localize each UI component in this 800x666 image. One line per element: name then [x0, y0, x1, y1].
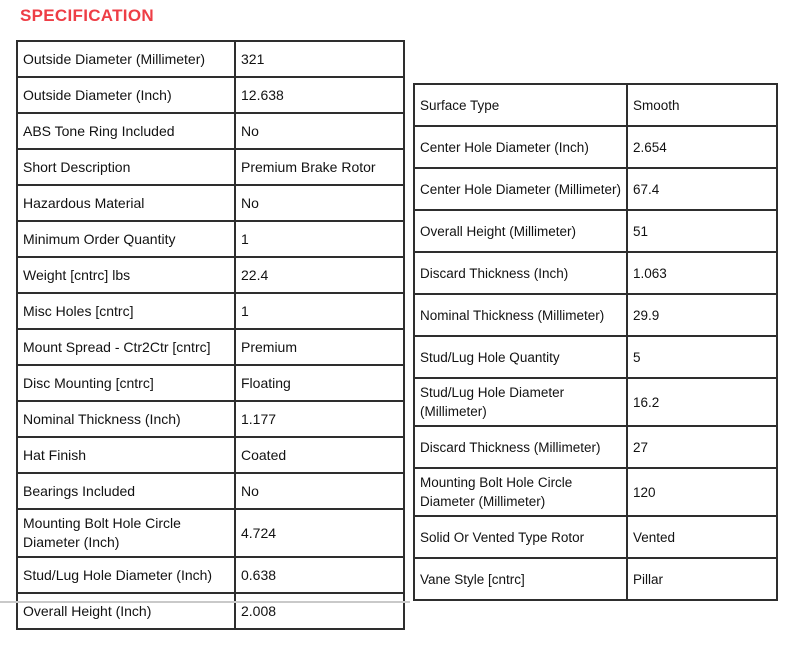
- spec-row: Disc Mounting [cntrc] Floating: [16, 364, 405, 402]
- spec-label: Misc Holes [cntrc]: [16, 292, 236, 330]
- spec-label: Weight [cntrc] lbs: [16, 256, 236, 294]
- spec-row: Overall Height (Inch) 2.008: [16, 592, 405, 630]
- spec-row: Nominal Thickness (Inch) 1.177: [16, 400, 405, 438]
- spec-value: 29.9: [626, 293, 778, 337]
- spec-label: Stud/Lug Hole Quantity: [413, 335, 628, 379]
- spec-value: 321: [234, 40, 405, 78]
- spec-row: ABS Tone Ring Included No: [16, 112, 405, 150]
- spec-row: Mounting Bolt Hole Circle Diameter (Mill…: [413, 467, 778, 517]
- spec-label: Mount Spread - Ctr2Ctr [cntrc]: [16, 328, 236, 366]
- spec-label: Outside Diameter (Inch): [16, 76, 236, 114]
- spec-label: Solid Or Vented Type Rotor: [413, 515, 628, 559]
- spec-value: 1.177: [234, 400, 405, 438]
- spec-row: Discard Thickness (Inch) 1.063: [413, 251, 778, 295]
- spec-label: Center Hole Diameter (Inch): [413, 125, 628, 169]
- spec-table-left: Outside Diameter (Millimeter) 321 Outside …: [16, 40, 405, 630]
- spec-value: 22.4: [234, 256, 405, 294]
- spec-label: Nominal Thickness (Inch): [16, 400, 236, 438]
- spec-row: Minimum Order Quantity 1: [16, 220, 405, 258]
- spec-row: Short Description Premium Brake Rotor: [16, 148, 405, 186]
- spec-label: Center Hole Diameter (Millimeter): [413, 167, 628, 211]
- spec-label: ABS Tone Ring Included: [16, 112, 236, 150]
- spec-value: 2.654: [626, 125, 778, 169]
- spec-table-right: Surface Type Smooth Center Hole Diameter (…: [413, 83, 778, 601]
- spec-value: Premium Brake Rotor: [234, 148, 405, 186]
- spec-row: Solid Or Vented Type Rotor Vented: [413, 515, 778, 559]
- spec-value: 27: [626, 425, 778, 469]
- spec-value: Floating: [234, 364, 405, 402]
- spec-label: Vane Style [cntrc]: [413, 557, 628, 601]
- spec-row: Vane Style [cntrc] Pillar: [413, 557, 778, 601]
- spec-label: Short Description: [16, 148, 236, 186]
- spec-value: No: [234, 112, 405, 150]
- spec-label: Stud/Lug Hole Diameter (Inch): [16, 556, 236, 594]
- spec-label: Minimum Order Quantity: [16, 220, 236, 258]
- spec-row: Hat Finish Coated: [16, 436, 405, 474]
- spec-value: Vented: [626, 515, 778, 559]
- spec-row: Misc Holes [cntrc] 1: [16, 292, 405, 330]
- spec-row: Center Hole Diameter (Millimeter) 67.4: [413, 167, 778, 211]
- spec-label: Stud/Lug Hole Diameter (Millimeter): [413, 377, 628, 427]
- spec-label: Overall Height (Millimeter): [413, 209, 628, 253]
- spec-value: 16.2: [626, 377, 778, 427]
- spec-row: Mount Spread - Ctr2Ctr [cntrc] Premium: [16, 328, 405, 366]
- spec-label: Nominal Thickness (Millimeter): [413, 293, 628, 337]
- spec-row: Nominal Thickness (Millimeter) 29.9: [413, 293, 778, 337]
- spec-value: Smooth: [626, 83, 778, 127]
- spec-value: 12.638: [234, 76, 405, 114]
- spec-value: 1: [234, 292, 405, 330]
- spec-value: Coated: [234, 436, 405, 474]
- spec-row: Stud/Lug Hole Diameter (Inch) 0.638: [16, 556, 405, 594]
- page-title: SPECIFICATION: [20, 6, 154, 25]
- spec-label: Hat Finish: [16, 436, 236, 474]
- spec-row: Surface Type Smooth: [413, 83, 778, 127]
- spec-row: Outside Diameter (Millimeter) 321: [16, 40, 405, 78]
- spec-label: Mounting Bolt Hole Circle Diameter (Mill…: [413, 467, 628, 517]
- spec-row: Center Hole Diameter (Inch) 2.654: [413, 125, 778, 169]
- spec-row: Discard Thickness (Millimeter) 27: [413, 425, 778, 469]
- spec-value: 0.638: [234, 556, 405, 594]
- spec-label: Outside Diameter (Millimeter): [16, 40, 236, 78]
- spec-label: Bearings Included: [16, 472, 236, 510]
- spec-value: 67.4: [626, 167, 778, 211]
- spec-label: Discard Thickness (Millimeter): [413, 425, 628, 469]
- spec-value: 1.063: [626, 251, 778, 295]
- spec-label: Overall Height (Inch): [16, 592, 236, 630]
- spec-row: Stud/Lug Hole Diameter (Millimeter) 16.2: [413, 377, 778, 427]
- spec-label: Hazardous Material: [16, 184, 236, 222]
- spec-value: 51: [626, 209, 778, 253]
- spec-row: Bearings Included No: [16, 472, 405, 510]
- spec-row: Outside Diameter (Inch) 12.638: [16, 76, 405, 114]
- divider-line: [0, 601, 410, 603]
- spec-row: Hazardous Material No: [16, 184, 405, 222]
- spec-value: 2.008: [234, 592, 405, 630]
- spec-row: Weight [cntrc] lbs 22.4: [16, 256, 405, 294]
- spec-value: 4.724: [234, 508, 405, 558]
- spec-value: 120: [626, 467, 778, 517]
- spec-value: No: [234, 184, 405, 222]
- spec-value: No: [234, 472, 405, 510]
- spec-value: Pillar: [626, 557, 778, 601]
- spec-label: Surface Type: [413, 83, 628, 127]
- spec-value: 1: [234, 220, 405, 258]
- spec-value: 5: [626, 335, 778, 379]
- spec-row: Mounting Bolt Hole Circle Diameter (Inch…: [16, 508, 405, 558]
- spec-value: Premium: [234, 328, 405, 366]
- spec-label: Disc Mounting [cntrc]: [16, 364, 236, 402]
- spec-label: Mounting Bolt Hole Circle Diameter (Inch…: [16, 508, 236, 558]
- spec-label: Discard Thickness (Inch): [413, 251, 628, 295]
- spec-row: Overall Height (Millimeter) 51: [413, 209, 778, 253]
- spec-row: Stud/Lug Hole Quantity 5: [413, 335, 778, 379]
